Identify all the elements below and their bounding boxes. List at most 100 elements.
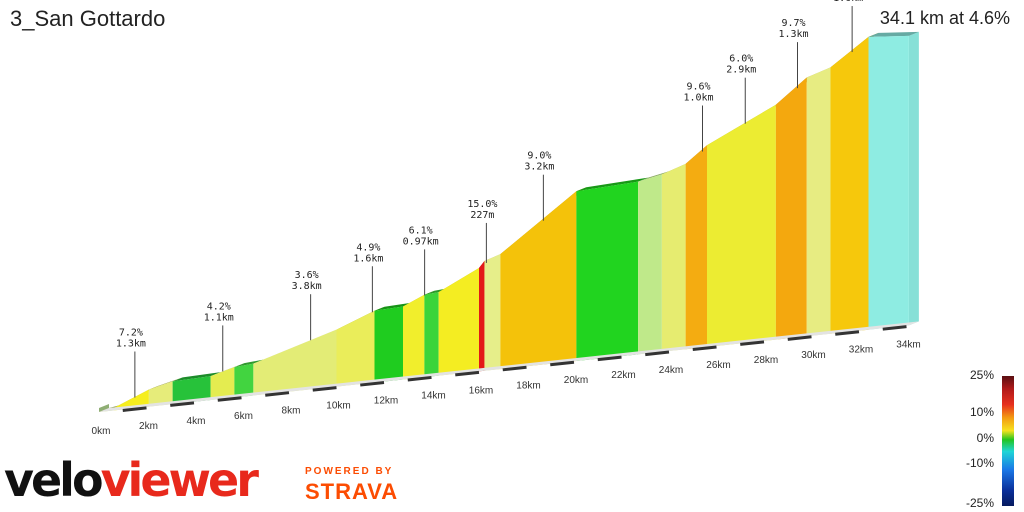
climb-grade-label: 4.2% [207, 301, 231, 312]
profile-segment-9 [403, 294, 425, 380]
profile-segment-23 [868, 35, 909, 330]
climb-grade-label: 15.0% [467, 199, 497, 210]
x-tick-label: 26km [706, 360, 730, 371]
climb-summary: 34.1 km at 4.6% [879, 8, 1010, 28]
profile-top-8 [374, 302, 413, 311]
x-tick-label: 14km [421, 390, 445, 401]
climb-grade-label: 7.2% [119, 328, 143, 339]
profile-segment-19 [707, 104, 776, 347]
climb-grade-label: 9.0% [527, 151, 551, 162]
profile-top-15 [576, 177, 649, 192]
page-title: 3_San Gottardo [10, 6, 166, 31]
x-tick-label: 24km [659, 365, 683, 376]
climb-length-label: 0.97km [403, 236, 439, 247]
x-tick-label: 18km [516, 380, 540, 391]
km-block-3 [170, 401, 195, 407]
scale-label-low: -10% [965, 456, 994, 470]
logo-viewer-text: viewer [100, 453, 259, 507]
scale-label-max: 25% [969, 368, 994, 382]
climb-grade-label: 9.7% [781, 18, 805, 29]
km-block-11 [360, 381, 385, 387]
x-tick-label: 16km [469, 385, 493, 396]
profile-segment-4 [210, 367, 235, 401]
profile-segment-7 [336, 310, 375, 387]
profile-segment-12 [479, 260, 485, 372]
profile-top-5 [234, 359, 264, 368]
climb-length-label: 1.6km [833, 0, 863, 4]
climb-length-label: 3.2km [524, 162, 554, 173]
powered-by-text: POWERED BY [305, 466, 394, 477]
scale-label-min: -25% [965, 496, 994, 510]
profile-top-2 [148, 377, 183, 390]
climb-length-label: 1.6km [353, 253, 383, 264]
km-block-29 [787, 335, 812, 341]
profile-segment-16 [638, 174, 662, 355]
profile-side-faces [99, 31, 919, 412]
climb-length-label: 1.1km [204, 312, 234, 323]
profile-front-faces [99, 35, 909, 412]
scale-label-high: 10% [969, 405, 994, 419]
km-block-33 [882, 325, 907, 331]
profile-top-16 [638, 170, 672, 182]
km-block-15 [455, 370, 480, 377]
profile-start-face [99, 404, 109, 412]
climb-grade-label: 4.9% [356, 242, 380, 253]
profile-segment-3 [172, 376, 211, 405]
profile-segment-8 [374, 306, 403, 383]
profile-segment-18 [685, 145, 707, 350]
profile-segment-14 [500, 191, 577, 370]
x-axis-ticks: 0km 2km 4km 6km 8km 10km 12km 14km 16km 18km 20km 2… [92, 340, 921, 437]
climb-grade-label: 6.0% [729, 54, 753, 65]
km-block-17 [502, 365, 527, 372]
climb-length-label: 3.8km [292, 281, 322, 292]
x-tick-label: 22km [611, 370, 635, 381]
km-block-13 [407, 375, 432, 382]
climb-length-label: 227m [470, 210, 494, 221]
x-tick-label: 10km [326, 401, 350, 412]
profile-top-3 [172, 372, 221, 382]
x-tick-label: 28km [754, 355, 778, 366]
profile-end-face [908, 31, 919, 326]
climb-annotations: 7.2%1.3km4.2%1.1km3.6%3.8km4.9%1.6km6.1%… [116, 0, 863, 398]
x-tick-label: 6km [234, 411, 253, 422]
profile-segment-22 [830, 36, 869, 334]
veloviewer-logo: veloviewer [4, 452, 259, 508]
climb-grade-label: 3.6% [295, 270, 319, 281]
km-block-25 [692, 345, 717, 351]
km-block-23 [645, 350, 670, 357]
km-block-7 [265, 391, 290, 397]
gradient-scale-bar [1002, 376, 1014, 506]
climb-length-label: 1.3km [778, 29, 808, 40]
scale-label-zero: 0% [976, 431, 994, 445]
x-tick-label: 20km [564, 375, 588, 386]
profile-segment-6 [253, 329, 337, 396]
profile-segment-13 [484, 254, 501, 371]
km-block-31 [835, 330, 860, 336]
profile-segment-11 [438, 268, 479, 376]
profile-segment-5 [234, 363, 254, 398]
logo-velo-text: velo [4, 453, 104, 507]
climb-length-label: 1.3km [116, 339, 146, 350]
profile-segment-21 [806, 67, 831, 337]
profile-top-4 [210, 363, 245, 377]
x-tick-label: 30km [801, 350, 825, 361]
profile-top-23 [868, 31, 919, 37]
x-tick-label: 0km [92, 426, 111, 437]
x-tick-label: 32km [849, 345, 873, 356]
profile-segment-10 [424, 292, 439, 378]
profile-segment-15 [576, 181, 639, 361]
x-tick-label: 12km [374, 396, 398, 407]
gradient-color-scale: 25% 10% 0% -10% -25% [966, 0, 1024, 512]
x-tick-label: 2km [139, 421, 158, 432]
climb-length-label: 2.9km [726, 65, 756, 76]
km-block-21 [597, 355, 622, 362]
x-tick-label: 34km [896, 340, 920, 351]
km-block-19 [550, 360, 575, 367]
climb-length-label: 1.0km [683, 92, 713, 103]
strava-logo: STRAVA [305, 479, 399, 504]
profile-segment-2 [148, 381, 173, 407]
x-tick-label: 4km [187, 416, 206, 427]
profile-segment-20 [775, 77, 807, 340]
km-block-5 [217, 396, 242, 402]
profile-segment-17 [661, 163, 686, 352]
